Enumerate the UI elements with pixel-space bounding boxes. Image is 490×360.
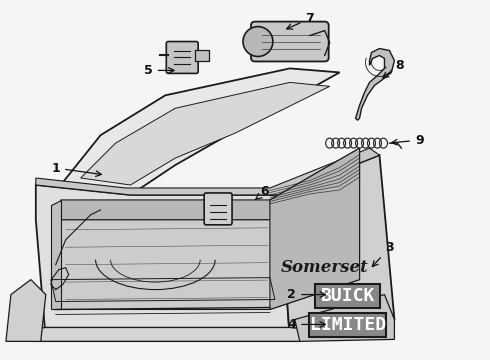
Text: 2: 2: [288, 288, 325, 301]
Polygon shape: [61, 165, 360, 310]
FancyBboxPatch shape: [195, 50, 209, 62]
Text: 7: 7: [287, 12, 314, 29]
Text: 6: 6: [256, 185, 269, 199]
Polygon shape: [280, 155, 394, 339]
Text: 4: 4: [288, 318, 325, 331]
Text: 5: 5: [144, 64, 174, 77]
Polygon shape: [61, 68, 340, 195]
Polygon shape: [270, 148, 360, 310]
Text: LIMITED: LIMITED: [310, 316, 386, 334]
FancyBboxPatch shape: [315, 284, 380, 307]
Polygon shape: [295, 294, 394, 341]
Polygon shape: [356, 49, 394, 120]
Text: 1: 1: [51, 162, 101, 176]
FancyBboxPatch shape: [251, 22, 329, 62]
Text: 3: 3: [372, 241, 394, 266]
Polygon shape: [6, 280, 46, 341]
Polygon shape: [81, 82, 330, 185]
Polygon shape: [61, 148, 360, 220]
Text: Somerset: Somerset: [281, 259, 368, 276]
Polygon shape: [51, 200, 61, 310]
Text: 9: 9: [392, 134, 424, 147]
FancyBboxPatch shape: [309, 314, 387, 337]
FancyBboxPatch shape: [204, 193, 232, 225]
Polygon shape: [36, 148, 379, 195]
Circle shape: [243, 27, 273, 57]
Polygon shape: [31, 328, 310, 341]
Text: BUICK: BUICK: [320, 287, 375, 305]
Text: 8: 8: [383, 59, 404, 78]
Polygon shape: [36, 185, 290, 339]
FancyBboxPatch shape: [166, 41, 198, 73]
